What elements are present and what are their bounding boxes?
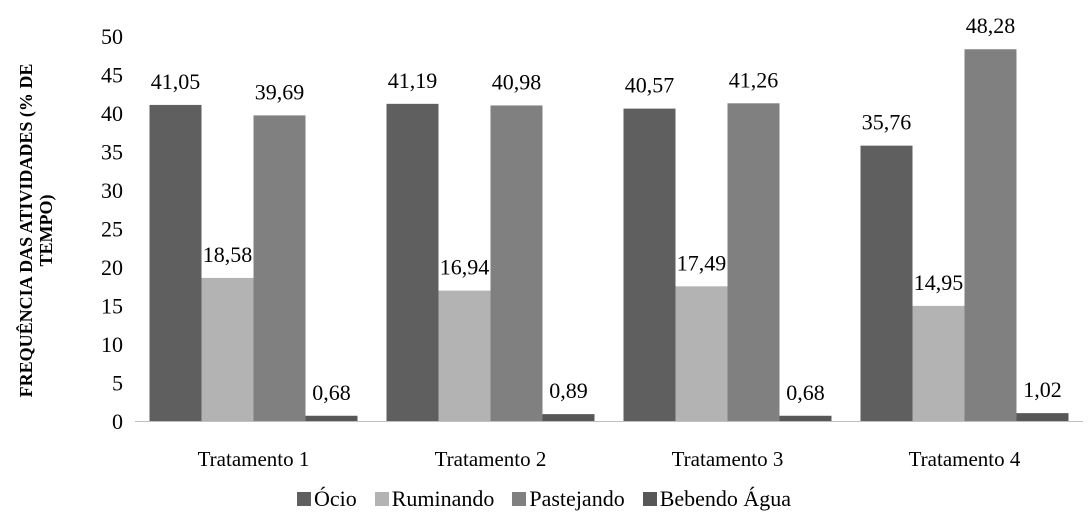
y-axis-title: FREQUÊNCIA DAS ATIVIDADES (% DETEMPO) — [15, 64, 57, 398]
y-tick-label: 10 — [101, 332, 123, 357]
bar-ocio-tratamento-2 — [386, 103, 439, 421]
y-tick-label: 50 — [101, 24, 123, 49]
y-tick-label: 30 — [101, 178, 123, 203]
y-axis-title-line: FREQUÊNCIA DAS ATIVIDADES (% DE — [15, 64, 37, 398]
bar-pastejando-tratamento-3 — [727, 103, 780, 421]
data-label-bebendo-agua-tratamento-2: 0,89 — [549, 378, 588, 403]
y-axis-title-text: FREQUÊNCIA DAS ATIVIDADES (% DETEMPO) — [15, 64, 57, 398]
bar-pastejando-tratamento-2 — [490, 105, 543, 421]
bar-ocio-tratamento-4 — [860, 145, 913, 421]
x-tick-label-tratamento-1: Tratamento 1 — [198, 447, 310, 471]
data-label-ocio-tratamento-2: 41,19 — [388, 68, 438, 93]
data-label-ocio-tratamento-4: 35,76 — [862, 110, 912, 135]
bar-bebendo-agua-tratamento-3 — [779, 415, 832, 421]
x-tick-label-tratamento-4: Tratamento 4 — [909, 447, 1021, 471]
bar-ruminando-tratamento-4 — [912, 305, 965, 421]
data-label-ocio-tratamento-3: 40,57 — [625, 73, 675, 98]
bar-bebendo-agua-tratamento-1 — [305, 415, 358, 421]
y-tick-label: 35 — [101, 140, 123, 165]
bar-bebendo-agua-tratamento-4 — [1016, 413, 1069, 421]
x-tick-label-tratamento-3: Tratamento 3 — [672, 447, 784, 471]
legend-swatch-bebendo-agua — [642, 492, 657, 506]
bar-pastejando-tratamento-4 — [964, 49, 1017, 422]
data-label-pastejando-tratamento-1: 39,69 — [255, 79, 305, 104]
bar-bebendo-agua-tratamento-2 — [542, 414, 595, 421]
legend-item-ruminando: Ruminando — [374, 486, 495, 512]
bar-ruminando-tratamento-1 — [201, 277, 254, 421]
data-label-bebendo-agua-tratamento-4: 1,02 — [1023, 377, 1062, 402]
bar-ocio-tratamento-3 — [623, 108, 676, 422]
y-tick-label: 40 — [101, 101, 123, 126]
legend-item-pastejando: Pastejando — [512, 486, 625, 512]
y-tick-label: 5 — [112, 371, 123, 396]
data-label-bebendo-agua-tratamento-3: 0,68 — [786, 380, 825, 405]
x-axis-labels: Tratamento 1 Tratamento 2 Tratamento 3 Trat… — [198, 447, 1021, 471]
legend-label-pastejando: Pastejando — [529, 486, 625, 511]
bar-pastejando-tratamento-1 — [253, 115, 306, 422]
data-label-pastejando-tratamento-3: 41,26 — [729, 67, 779, 92]
legend-item-ocio: Ócio — [296, 486, 357, 512]
legend-label-bebendo-agua: Bebendo Água — [659, 486, 792, 511]
legend-swatch-pastejando — [512, 492, 527, 506]
data-label-ruminando-tratamento-2: 16,94 — [440, 255, 490, 280]
bar-ruminando-tratamento-3 — [675, 286, 728, 421]
data-label-ruminando-tratamento-3: 17,49 — [677, 250, 727, 275]
bars — [149, 49, 1069, 422]
y-tick-label: 45 — [101, 63, 123, 88]
bar-ocio-tratamento-1 — [149, 104, 202, 421]
data-label-pastejando-tratamento-4: 48,28 — [966, 13, 1016, 38]
x-tick-label-tratamento-2: Tratamento 2 — [435, 447, 547, 471]
legend-label-ocio: Ócio — [313, 486, 357, 511]
data-label-pastejando-tratamento-2: 40,98 — [492, 69, 542, 94]
y-axis-ticks: 0 5 10 15 20 25 30 35 40 45 50 — [101, 24, 123, 434]
bar-ruminando-tratamento-2 — [438, 290, 491, 421]
legend-label-ruminando: Ruminando — [391, 486, 495, 511]
y-axis-title-line: TEMPO) — [36, 195, 57, 267]
legend-swatch-ocio — [296, 492, 311, 506]
data-label-ruminando-tratamento-1: 18,58 — [203, 242, 253, 267]
y-tick-label: 0 — [112, 409, 123, 434]
y-tick-label: 15 — [101, 294, 123, 319]
y-tick-label: 25 — [101, 217, 123, 242]
data-label-bebendo-agua-tratamento-1: 0,68 — [312, 380, 351, 405]
data-labels: 41,05 18,58 39,69 0,68 41,19 16,94 40,98 0,89 40… — [151, 13, 1062, 405]
legend-swatch-ruminando — [374, 492, 389, 506]
legend-item-bebendo-agua: Bebendo Água — [642, 486, 792, 512]
data-label-ocio-tratamento-1: 41,05 — [151, 69, 201, 94]
data-label-ruminando-tratamento-4: 14,95 — [914, 270, 964, 295]
y-tick-label: 20 — [101, 255, 123, 280]
legend: Ócio Ruminando Pastejando Bebendo Água — [0, 486, 1088, 512]
